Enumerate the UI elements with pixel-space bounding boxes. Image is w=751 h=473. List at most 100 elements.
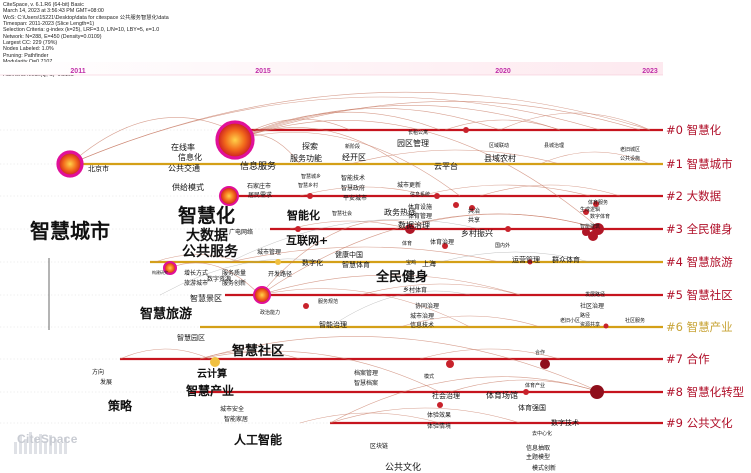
link-arc [299, 186, 431, 197]
link-arc [259, 213, 601, 296]
keyword-label: 数字资源 [207, 275, 231, 283]
keyword-label: 老旧城区 [620, 146, 640, 153]
keyword-label: 城市安全 [220, 405, 244, 413]
link-arc [479, 184, 621, 197]
header-line: Nodes Labeled: 1.0% [3, 46, 54, 53]
year-label: 2015 [255, 68, 271, 75]
link-arc [419, 348, 561, 360]
link-arc [444, 119, 561, 131]
header-line: Selection Criteria: g-index (k=25), LRF=… [3, 27, 160, 34]
keyword-label: 县域农村 [484, 153, 516, 163]
keyword-label: 信息化 [178, 152, 202, 162]
link-arc [169, 262, 261, 296]
link-arc [69, 96, 601, 165]
keyword-label: 社区治理 [580, 302, 604, 310]
keyword-node [56, 150, 84, 178]
keyword-label: 数字化 [302, 258, 323, 267]
keyword-label: 数字体育 [590, 213, 610, 220]
keyword-node [540, 359, 550, 369]
keyword-label: 服务规范 [318, 298, 338, 305]
keyword-label: 经开区 [342, 152, 366, 162]
cluster-lanes [0, 128, 663, 425]
keyword-label: 智慧乡村 [298, 182, 318, 189]
link-arc [289, 220, 411, 230]
link-arc [234, 120, 601, 230]
keyword-label: 区块链 [370, 442, 388, 450]
header-line: WoS: C:\Users\15221\Desktop\data for cit… [3, 14, 169, 21]
header-line: Network: N=288, E=450 (Density=0.0109) [3, 33, 102, 40]
keyword-node [593, 201, 599, 207]
keyword-node [523, 389, 529, 395]
cluster-labels: #0 智慧化 #1 智慧城市 #2 大数据 #3 全民健身 #4 智慧旅游 #5 智慧社区… [666, 123, 744, 430]
keyword-label: 互联网+ [286, 233, 328, 247]
link-arc [259, 220, 431, 296]
keyword-label: 体验情境 [427, 422, 451, 430]
year-band [0, 62, 663, 75]
link-arc [499, 112, 651, 131]
keyword-label: 社区服务 [625, 317, 645, 324]
keyword-node [437, 402, 443, 408]
keyword-label: 合作 [535, 349, 545, 356]
link-arc [259, 288, 471, 328]
keyword-label: 石家庄市 [247, 182, 271, 190]
keyword-node [583, 209, 589, 215]
keyword-node [603, 323, 609, 329]
cluster-label: #9 公共文化 [666, 416, 733, 430]
keyword-label: 智慧体育 [342, 260, 370, 269]
link-arc [539, 151, 651, 165]
year-label: 2011 [70, 68, 85, 75]
keyword-node [303, 303, 309, 309]
keyword-label: 生成逻辑 [580, 206, 600, 213]
cluster-label: #7 合作 [666, 352, 710, 366]
keyword-label: 乡村体育 [403, 286, 427, 294]
link-arc [234, 131, 461, 197]
keyword-label: 智能建筑 [580, 223, 600, 230]
keyword-label: 公共设施 [620, 155, 640, 162]
keyword-label: 智慧政府 [341, 184, 365, 192]
keyword-label: 政务热线 [384, 207, 416, 217]
keyword-node [253, 286, 271, 304]
keyword-label: 发展路径 [585, 291, 605, 298]
keyword-label: 资源共享 [580, 321, 600, 328]
cluster-label: #8 智慧化转型 [666, 385, 744, 399]
link-arc [439, 251, 591, 263]
keyword-node [442, 243, 448, 249]
keyword-label: 公共服务 [182, 243, 239, 260]
keyword-label: 模式创新 [532, 464, 556, 472]
keyword-label: 智慧园区 [177, 333, 205, 342]
keyword-label: 大数据 [186, 227, 228, 244]
keyword-label: 智慧产业 [185, 383, 234, 398]
keyword-node [453, 202, 459, 208]
keyword-label: 智能治理 [319, 320, 347, 329]
header-line: March 14, 2023 at 3:56:43 PM GMT+08:00 [3, 8, 104, 15]
keyword-label: 智慧化 [178, 204, 235, 227]
keyword-node [527, 259, 533, 265]
link-arc [234, 101, 641, 141]
keyword-label: 体育服务 [588, 199, 608, 206]
year-label: 2020 [495, 68, 511, 75]
keyword-node [463, 127, 469, 133]
link-arc [419, 184, 591, 197]
keyword-label: 在线率 [171, 142, 195, 152]
keyword-node [295, 226, 301, 232]
cluster-label: #5 智慧社区 [666, 288, 733, 302]
cluster-label: #4 智慧旅游 [666, 255, 733, 269]
keyword-label: 智慧城市 [30, 219, 110, 243]
keyword-label: 智慧旅游 [140, 306, 192, 322]
keyword-label: 公共文化 [385, 461, 421, 473]
keyword-label: 新阶段 [345, 143, 360, 150]
link-arc [159, 258, 331, 296]
keyword-label: 国内外 [495, 242, 510, 249]
keyword-label: 增长方式 [184, 269, 208, 277]
keyword-label: 开发路径 [268, 270, 292, 278]
keyword-label: 城市更新 [397, 181, 421, 189]
link-arc [119, 348, 211, 360]
link-arc [229, 219, 481, 263]
keyword-label: 旅游城市 [184, 279, 208, 287]
keyword-label: 信息抽取 [526, 444, 550, 452]
keyword-label: 主题模型 [526, 453, 550, 461]
cluster-label: #6 智慧产业 [666, 320, 733, 334]
keyword-label: 协同治理 [415, 302, 439, 310]
cluster-label: #3 全民健身 [666, 222, 733, 236]
keyword-label: 社会治理 [432, 391, 460, 400]
